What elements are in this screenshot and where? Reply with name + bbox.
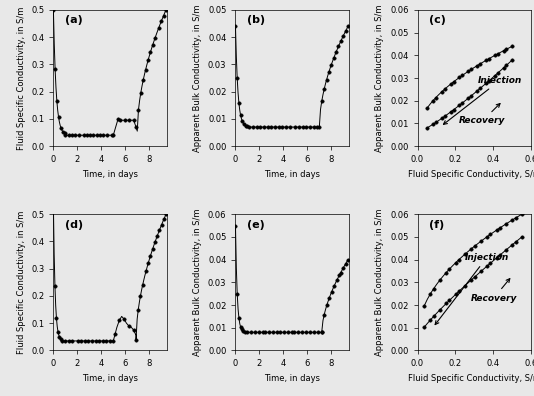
X-axis label: Fluid Specific Conductivity, S/m: Fluid Specific Conductivity, S/m <box>408 170 534 179</box>
X-axis label: Time, in days: Time, in days <box>264 374 320 383</box>
Text: (d): (d) <box>65 220 83 230</box>
Y-axis label: Apparent Bulk Conductivity, in S/m: Apparent Bulk Conductivity, in S/m <box>193 209 202 356</box>
Text: (e): (e) <box>247 220 265 230</box>
Text: Injection: Injection <box>435 253 509 325</box>
Y-axis label: Fluid Specific Conductivity, in S/m: Fluid Specific Conductivity, in S/m <box>17 211 26 354</box>
Text: Injection: Injection <box>443 76 522 124</box>
X-axis label: Time, in days: Time, in days <box>82 374 138 383</box>
Text: (c): (c) <box>429 15 446 25</box>
Y-axis label: Apparent Bulk Conductivity, in S/m: Apparent Bulk Conductivity, in S/m <box>375 4 384 152</box>
Y-axis label: Apparent Bulk Conductivity, in S/m: Apparent Bulk Conductivity, in S/m <box>193 4 202 152</box>
Y-axis label: Apparent Bulk Conductivity, in S/m: Apparent Bulk Conductivity, in S/m <box>375 209 384 356</box>
Text: (b): (b) <box>247 15 265 25</box>
Text: (f): (f) <box>429 220 444 230</box>
X-axis label: Time, in days: Time, in days <box>264 170 320 179</box>
X-axis label: Time, in days: Time, in days <box>82 170 138 179</box>
Y-axis label: Fluid Specific Conductivity, in S/m: Fluid Specific Conductivity, in S/m <box>17 6 26 150</box>
Text: Recovery: Recovery <box>470 279 517 303</box>
Text: (a): (a) <box>65 15 83 25</box>
X-axis label: Fluid Specific Conductivity, S/m: Fluid Specific Conductivity, S/m <box>408 374 534 383</box>
Text: Recovery: Recovery <box>459 103 506 126</box>
